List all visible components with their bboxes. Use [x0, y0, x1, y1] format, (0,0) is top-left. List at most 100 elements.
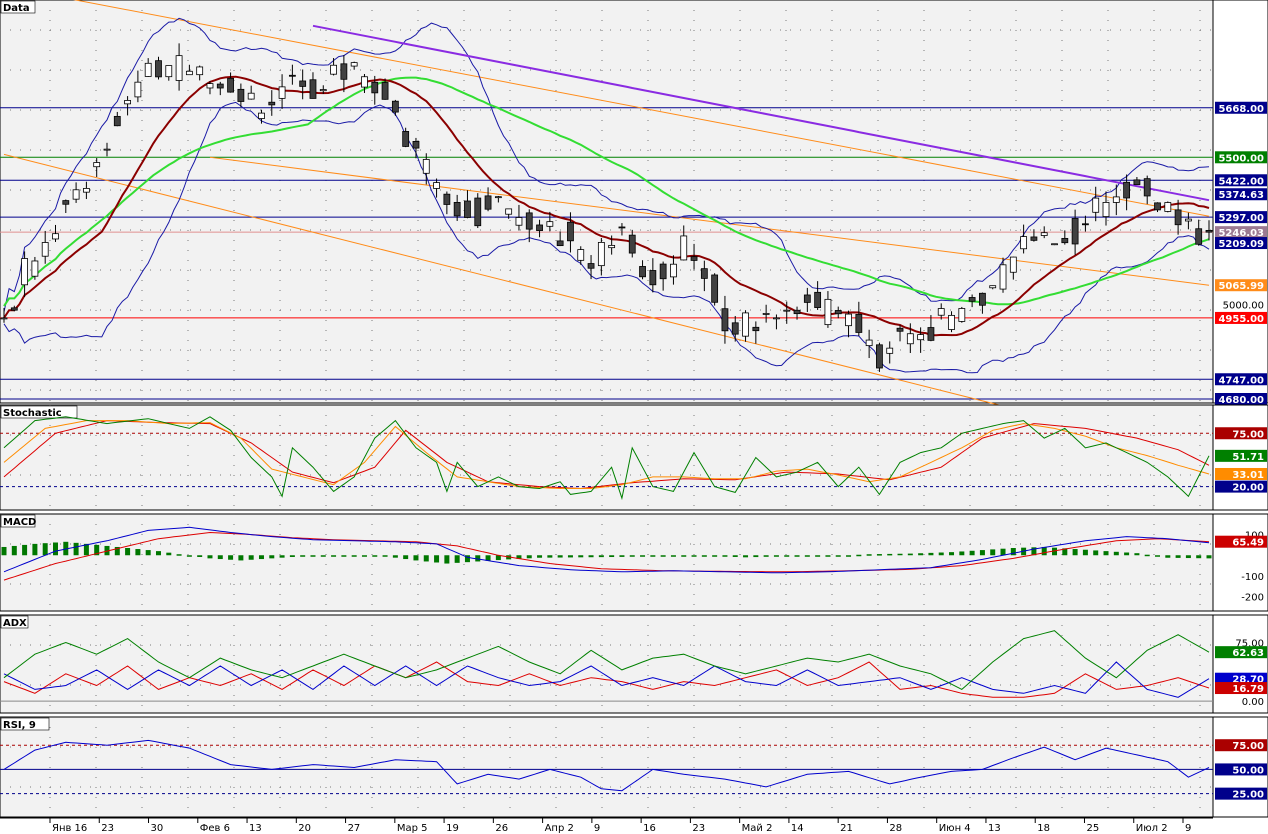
candle [1205, 229, 1213, 233]
candle [453, 201, 461, 217]
rsi-panel: RSI, 9 75.00 50.00 25.00 [0, 716, 1268, 818]
macd-histogram-bar [753, 555, 759, 558]
candle [1185, 218, 1192, 222]
macd-histogram-bar [372, 555, 378, 557]
macd-histogram-bar [1, 546, 7, 556]
price-label: 4747.00 [1218, 375, 1264, 386]
macd-histogram-bar [1134, 553, 1140, 556]
candle [361, 76, 368, 88]
x-tick-label: 26 [495, 823, 508, 834]
x-tick-label: 9 [594, 823, 600, 834]
candles [0, 43, 1213, 372]
x-tick-label: Июл 2 [1136, 823, 1168, 834]
candle [206, 83, 214, 89]
price-label: 5246.03 [1218, 228, 1264, 239]
macd-signal-line [3, 531, 1210, 581]
candle [484, 195, 492, 210]
stoch-label: 33.01 [1232, 470, 1264, 481]
candle [1123, 181, 1131, 199]
candle [1040, 232, 1048, 236]
stoch-label-bg [1215, 467, 1267, 480]
macd-histogram-bar [207, 555, 213, 559]
adx-label: 16.79 [1232, 684, 1264, 695]
candle [845, 313, 852, 327]
candle [834, 310, 842, 315]
macd-histogram-bar [485, 555, 491, 561]
candle [927, 327, 935, 341]
stoch-label: 75.00 [1232, 429, 1264, 440]
price-label-bg [1215, 279, 1267, 292]
candle [690, 256, 698, 261]
price-label: 5000.00 [1223, 301, 1264, 312]
price-label-bg [1215, 211, 1267, 224]
x-tick-label: 16 [643, 823, 656, 834]
candle [443, 193, 451, 205]
macd-histogram-bar [382, 555, 388, 557]
candle [680, 235, 688, 261]
x-tick-label: 20 [298, 823, 311, 834]
macd-histogram-bar [949, 552, 955, 556]
candle [113, 115, 121, 127]
macd-histogram-bar [650, 555, 656, 557]
x-tick-label: Июн 4 [939, 823, 971, 834]
macd-histogram-bar [712, 555, 718, 557]
candle [278, 86, 286, 99]
price-label-bg [1215, 174, 1267, 187]
candle [1143, 178, 1151, 197]
candle [855, 314, 863, 333]
candle [52, 233, 59, 240]
macd-histogram-bar [856, 554, 862, 557]
macd-histogram-bar [547, 555, 553, 558]
price-label-bg [1215, 188, 1267, 201]
adx-label-bg [1215, 672, 1267, 685]
macd-histogram-bar [279, 555, 285, 558]
macd-histogram-bar [331, 555, 337, 557]
price-label-bg [1215, 393, 1267, 405]
candle [93, 162, 101, 168]
candle [1164, 202, 1172, 212]
candle [608, 244, 616, 249]
x-tick-label: Янв 16 [52, 823, 87, 834]
candle [793, 309, 801, 315]
x-tick-label: Фев 6 [200, 823, 230, 834]
macd-histogram-bar [804, 555, 810, 557]
macd-title-box [0, 514, 36, 528]
macd-histogram-bar [743, 555, 749, 558]
stoch-label-bg [1215, 449, 1267, 462]
price-title-box [0, 0, 36, 14]
candle [309, 79, 317, 99]
candle [134, 81, 142, 98]
macd-histogram-bar [1093, 550, 1099, 556]
macd-histogram-bar [794, 555, 800, 557]
candle [41, 242, 49, 257]
macd-histogram-bar [32, 543, 38, 556]
x-axis: Янв 16 23 30 Фев 6 13 20 27 Мар 5 19 26 Апр 2 9 16 23… [0, 817, 1268, 834]
candle [886, 347, 894, 354]
adx-title: ADX [3, 618, 27, 629]
x-tick-label: Апр 2 [545, 823, 574, 834]
macd-histogram-bar [300, 555, 306, 557]
candle [1092, 197, 1100, 213]
candle [371, 81, 379, 94]
rsi-title: RSI, 9 [3, 720, 36, 731]
candle [1112, 196, 1120, 203]
adx-label: 62.63 [1232, 648, 1264, 659]
macd-histogram-bar [691, 555, 697, 557]
candle [103, 148, 111, 151]
candle [227, 77, 234, 93]
candle [979, 292, 986, 306]
x-tick-label: 23 [692, 823, 705, 834]
macd-histogram-bar [444, 555, 450, 564]
macd-histogram-bar [166, 552, 172, 556]
candle [1020, 236, 1028, 250]
price-title: Data [3, 3, 30, 14]
macd-histogram-bar [959, 551, 965, 556]
macd-histogram-bar [454, 555, 460, 563]
macd-histogram-bar [918, 553, 924, 556]
adx-label-bg [1215, 682, 1267, 695]
macd-histogram-bar [516, 555, 522, 559]
macd-histogram-bar [609, 555, 615, 558]
adx-label-bg [1215, 646, 1267, 659]
macd-histogram-bar [269, 555, 275, 559]
